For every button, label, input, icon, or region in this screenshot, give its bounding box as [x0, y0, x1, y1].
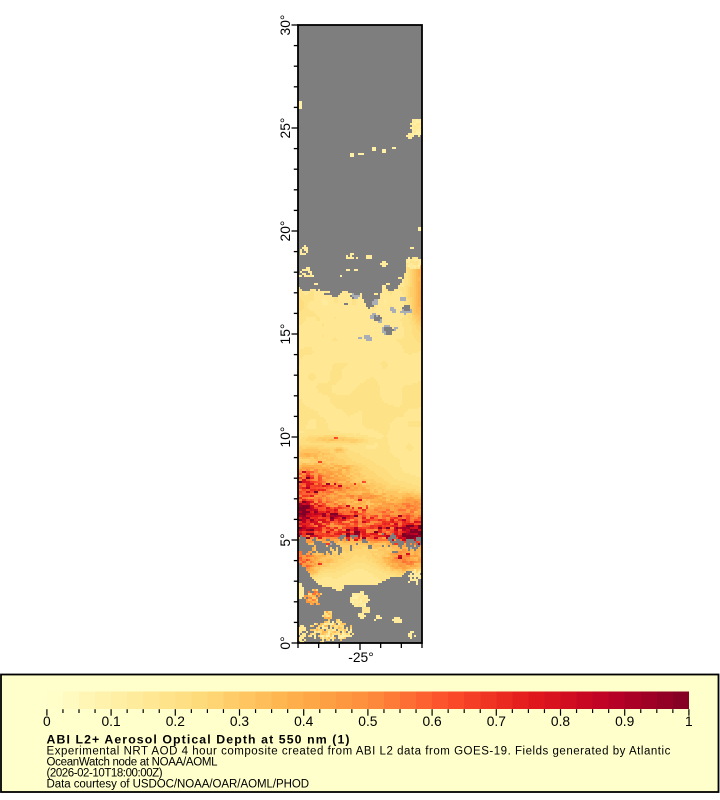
svg-text:0.3: 0.3: [230, 714, 250, 729]
svg-text:ABI L2+ Aerosol Optical Depth: ABI L2+ Aerosol Optical Depth at 550 nm …: [47, 732, 351, 746]
svg-text:15°: 15°: [278, 324, 293, 345]
svg-text:0.9: 0.9: [615, 714, 635, 729]
svg-text:10°: 10°: [278, 427, 293, 448]
svg-text:0.1: 0.1: [102, 714, 121, 729]
svg-text:20°: 20°: [278, 221, 293, 242]
svg-text:(2026-02-10T18:00:00Z): (2026-02-10T18:00:00Z): [47, 767, 163, 779]
svg-text:-25°: -25°: [348, 650, 373, 665]
svg-text:0°: 0°: [278, 636, 293, 649]
svg-text:5°: 5°: [278, 533, 293, 546]
svg-text:0.4: 0.4: [294, 714, 314, 729]
svg-text:OceanWatch node at NOAA/AOML: OceanWatch node at NOAA/AOML: [47, 756, 219, 768]
svg-text:0.6: 0.6: [423, 714, 443, 729]
svg-text:0.8: 0.8: [551, 714, 571, 729]
svg-text:0.7: 0.7: [487, 714, 506, 729]
svg-text:Data courtesy of USDOC/NOAA/OA: Data courtesy of USDOC/NOAA/OAR/AOML/PHO…: [47, 778, 310, 790]
svg-text:Experimental NRT AOD 4 hour co: Experimental NRT AOD 4 hour composite cr…: [47, 745, 671, 757]
svg-text:1: 1: [685, 714, 693, 729]
svg-text:0.5: 0.5: [358, 714, 378, 729]
svg-text:0: 0: [43, 714, 51, 729]
svg-text:25°: 25°: [278, 118, 293, 139]
svg-text:0.2: 0.2: [166, 714, 185, 729]
svg-text:30°: 30°: [278, 15, 293, 36]
